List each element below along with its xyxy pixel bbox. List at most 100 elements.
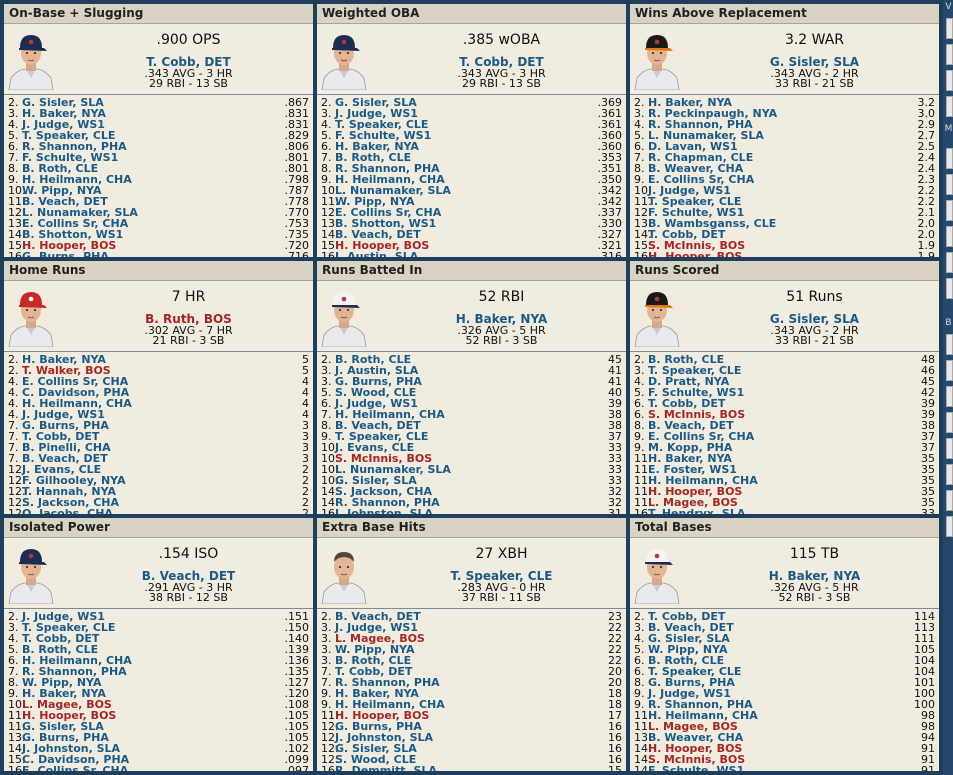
list-item[interactable]: 11. H. Baker, NYA 35 (630, 453, 939, 464)
player-link[interactable]: G. Burns, PHA (22, 731, 109, 744)
list-item[interactable]: 9. J. Judge, WS1 100 (630, 688, 939, 699)
player-link[interactable]: T. Speaker, CLE (22, 129, 116, 142)
player-link[interactable]: R. Shannon, PHA (648, 118, 753, 131)
list-item[interactable]: 9. H. Heilmann, CHA .350 (317, 174, 626, 185)
leader-name-link[interactable]: B. Veach, DET (141, 569, 236, 583)
list-item[interactable]: 8. B. Veach, DET 38 (630, 420, 939, 431)
list-item[interactable]: 10. L. Nunamaker, SLA 33 (317, 464, 626, 475)
list-item[interactable]: 12. O. Jacobs, CHA 2 (4, 508, 313, 514)
side-tab-3[interactable] (946, 70, 953, 91)
player-link[interactable]: J. Evans, CLE (335, 441, 415, 454)
player-link[interactable]: R. Shannon, PHA (335, 676, 440, 689)
list-item[interactable]: 2. H. Baker, NYA 5 (4, 354, 313, 365)
side-tab-13[interactable] (946, 386, 953, 407)
list-item[interactable]: 16. J. Austin, SLA .316 (317, 250, 626, 259)
list-item[interactable]: 4. R. Shannon, PHA 2.9 (630, 119, 939, 130)
player-link[interactable]: E. Collins Sr, CHA (335, 206, 442, 219)
player-avatar[interactable] (7, 26, 55, 91)
player-link[interactable]: J. Evans, CLE (22, 463, 102, 476)
list-item[interactable]: 7. H. Heilmann, CHA 38 (317, 409, 626, 420)
player-link[interactable]: T. Cobb, DET (648, 397, 726, 410)
side-tab-12[interactable] (946, 360, 953, 381)
player-link[interactable]: T. Cobb, DET (648, 610, 726, 623)
player-link[interactable]: B. Roth, CLE (335, 151, 412, 164)
player-link[interactable]: B. Roth, CLE (648, 353, 725, 366)
player-link[interactable]: W. Pipp, NYA (648, 643, 728, 656)
list-item[interactable]: 14. S. McInnis, BOS 91 (630, 754, 939, 765)
list-item[interactable]: 3. B. Roth, CLE 22 (317, 655, 626, 666)
list-item[interactable]: 16. R. Demmitt, SLA 15 (317, 765, 626, 771)
list-item[interactable]: 7. F. Schulte, WS1 .801 (4, 152, 313, 163)
leader-card[interactable]: .900 OPS T. Cobb, DET .343 AVG - 3 HR 29… (4, 24, 313, 95)
list-item[interactable]: 2. G. Sisler, SLA .867 (4, 97, 313, 108)
list-item[interactable]: 6. B. Roth, CLE 104 (630, 655, 939, 666)
player-link[interactable]: H. Baker, NYA (648, 96, 732, 109)
list-item[interactable]: 6. H. Baker, NYA .360 (317, 141, 626, 152)
list-item[interactable]: 11. T. Speaker, CLE 2.2 (630, 196, 939, 207)
side-tab-1[interactable] (946, 18, 953, 39)
leader-card[interactable]: .385 wOBA T. Cobb, DET .343 AVG - 3 HR 2… (317, 24, 626, 95)
player-link[interactable]: D. Lavan, WS1 (648, 140, 738, 153)
leader-name-link[interactable]: G. Sisler, SLA (769, 312, 860, 326)
player-link[interactable]: B. Roth, CLE (335, 353, 412, 366)
player-link[interactable]: H. Hooper, BOS (335, 239, 430, 252)
list-item[interactable]: 10. G. Sisler, SLA 33 (317, 475, 626, 486)
player-link[interactable]: B. Wambsganss, CLE (648, 217, 777, 230)
list-item[interactable]: 14. B. Shotton, WS1 .735 (4, 229, 313, 240)
player-link[interactable]: S. McInnis, BOS (648, 753, 746, 766)
list-item[interactable]: 11. H. Hooper, BOS .105 (4, 710, 313, 721)
list-item[interactable]: 16. H. Hooper, BOS 1.9 (630, 251, 939, 257)
side-tab-5[interactable] (946, 148, 953, 169)
player-link[interactable]: G. Sisler, SLA (335, 742, 417, 755)
player-link[interactable]: E. Collins Sr, CHA (648, 430, 755, 443)
player-link[interactable]: F. Schulte, WS1 (648, 206, 745, 219)
player-link[interactable]: H. Heilmann, CHA (22, 397, 132, 410)
side-tab-17[interactable] (946, 490, 953, 511)
list-item[interactable]: 14. H. Hooper, BOS 91 (630, 743, 939, 754)
list-item[interactable]: 11. H. Heilmann, CHA 35 (630, 475, 939, 486)
list-item[interactable]: 2. T. Walker, BOS 5 (4, 365, 313, 376)
player-link[interactable]: G. Burns, PHA (22, 419, 109, 432)
list-item[interactable]: 6. R. Shannon, PHA .806 (4, 141, 313, 152)
list-item[interactable]: 2. B. Veach, DET 23 (317, 611, 626, 622)
list-item[interactable]: 7. B. Pinelli, CHA 3 (4, 442, 313, 453)
player-link[interactable]: B. Shotton, WS1 (335, 217, 437, 230)
player-link[interactable]: J. Judge, WS1 (648, 184, 731, 197)
list-item[interactable]: 5. S. Wood, CLE 40 (317, 387, 626, 398)
list-item[interactable]: 7. R. Shannon, PHA 20 (317, 677, 626, 688)
list-item[interactable]: 16. T. Hendryx, SLA 33 (630, 508, 939, 514)
list-item[interactable]: 12. G. Burns, PHA 16 (317, 721, 626, 732)
player-link[interactable]: G. Sisler, SLA (22, 720, 104, 733)
player-avatar[interactable] (320, 540, 368, 605)
player-link[interactable]: L. Nunamaker, SLA (648, 129, 764, 142)
leader-card[interactable]: .154 ISO B. Veach, DET .291 AVG - 3 HR 3… (4, 538, 313, 609)
player-link[interactable]: J. Austin, SLA (335, 364, 419, 377)
leader-card[interactable]: 52 RBI H. Baker, NYA .326 AVG - 5 HR 52 … (317, 281, 626, 352)
player-link[interactable]: J. Austin, SLA (335, 250, 419, 259)
player-link[interactable]: G. Burns, PHA (22, 250, 109, 259)
player-link[interactable]: T. Walker, BOS (22, 364, 111, 377)
player-link[interactable]: H. Heilmann, CHA (22, 173, 132, 186)
player-link[interactable]: H. Heilmann, CHA (22, 654, 132, 667)
list-item[interactable]: 13. E. Collins Sr, CHA .753 (4, 218, 313, 229)
list-item[interactable]: 9. M. Kopp, PHA 37 (630, 442, 939, 453)
leader-card[interactable]: 27 XBH T. Speaker, CLE .283 AVG - 0 HR 3… (317, 538, 626, 609)
player-link[interactable]: M. Kopp, PHA (648, 441, 733, 454)
list-item[interactable]: 12. G. Sisler, SLA 16 (317, 743, 626, 754)
player-link[interactable]: L. Magee, BOS (22, 698, 112, 711)
player-avatar[interactable] (320, 26, 368, 91)
list-item[interactable]: 7. B. Roth, CLE .353 (317, 152, 626, 163)
list-item[interactable]: 8. W. Pipp, NYA .127 (4, 677, 313, 688)
list-item[interactable]: 12. J. Evans, CLE 2 (4, 464, 313, 475)
list-item[interactable]: 14. F. Schulte, WS1 91 (630, 765, 939, 771)
list-item[interactable]: 11. B. Veach, DET .778 (4, 196, 313, 207)
list-item[interactable]: 7. B. Veach, DET 3 (4, 453, 313, 464)
list-item[interactable]: 12. J. Johnston, SLA 16 (317, 732, 626, 743)
player-link[interactable]: T. Cobb, DET (22, 430, 100, 443)
player-link[interactable]: J. Judge, WS1 (22, 610, 105, 623)
player-link[interactable]: S. Wood, CLE (335, 753, 417, 766)
player-link[interactable]: F. Schulte, WS1 (22, 151, 119, 164)
list-item[interactable]: 13. B. Wambsganss, CLE 2.0 (630, 218, 939, 229)
player-link[interactable]: H. Baker, NYA (335, 687, 419, 700)
player-link[interactable]: J. Judge, WS1 (22, 408, 105, 421)
